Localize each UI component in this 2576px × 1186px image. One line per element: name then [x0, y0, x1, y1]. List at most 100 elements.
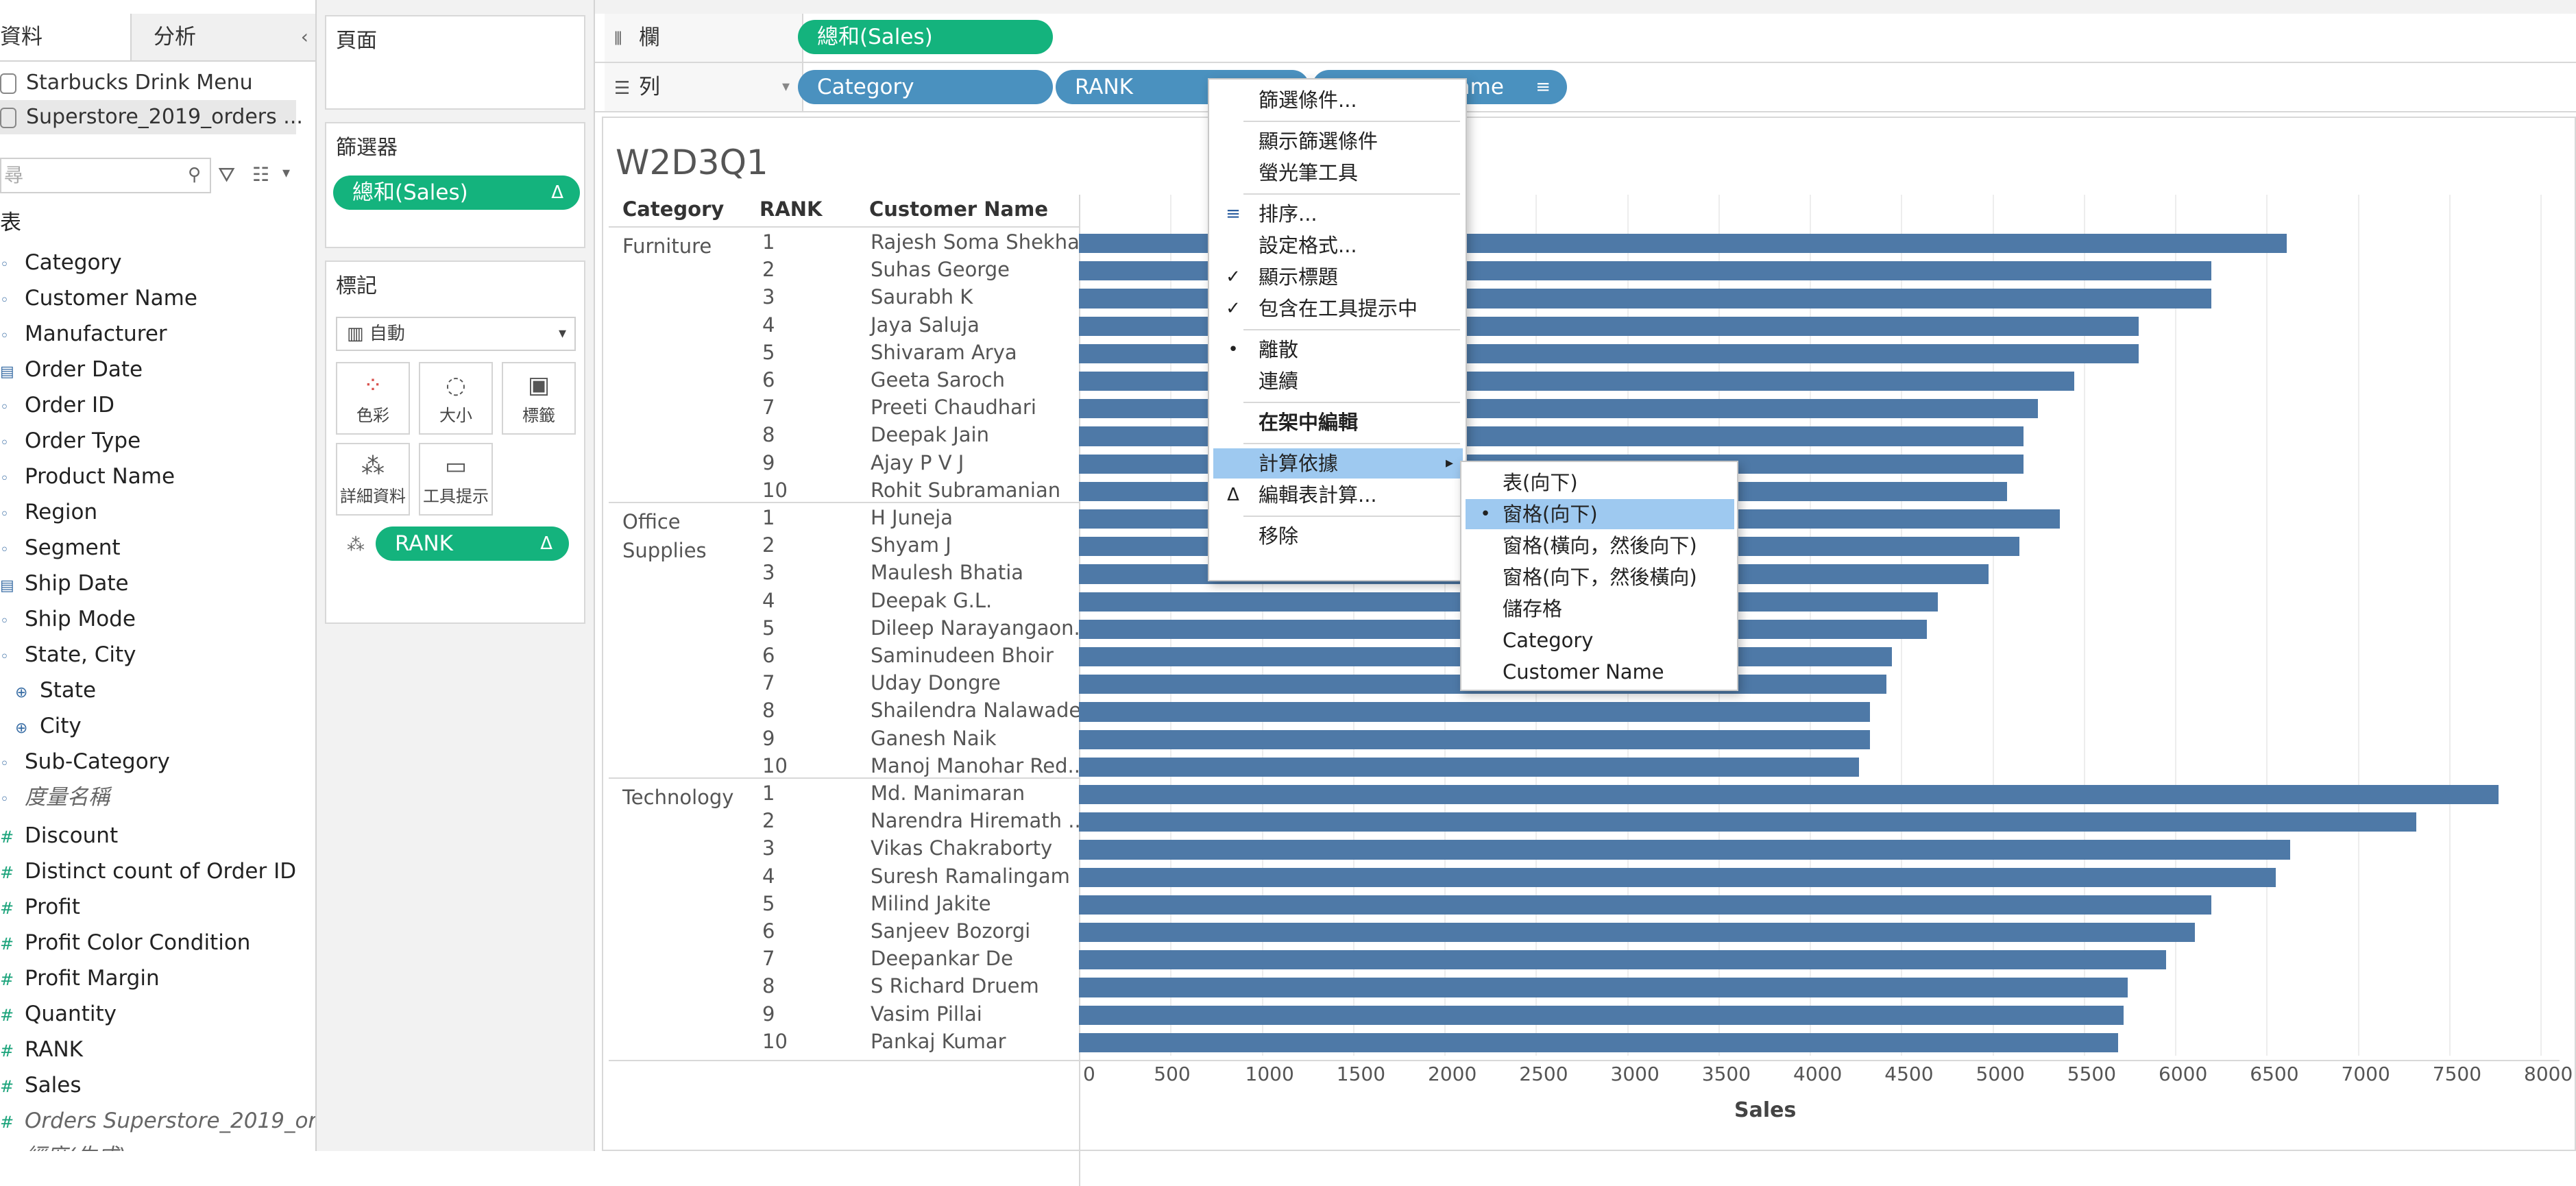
field-geo[interactable]: ⊕ City [15, 709, 82, 743]
customer-name-cell[interactable]: Jaya Saluja [871, 313, 980, 337]
field-measure-names[interactable]: ◦ 度量名稱 [0, 780, 110, 814]
size-button[interactable]: ◌ 大小 [419, 362, 493, 435]
field-measure[interactable]: # Profit Color Condition [0, 925, 250, 960]
sales-bar[interactable] [1079, 757, 1859, 777]
customer-name-cell[interactable]: Deepak Jain [871, 423, 989, 447]
menu-item[interactable]: 設定格式... [1213, 230, 1463, 261]
customer-name-cell[interactable]: Saminudeen Bhoir [871, 644, 1054, 667]
sales-bar[interactable] [1079, 1032, 2119, 1052]
header-category[interactable]: Category [622, 197, 725, 221]
field-dimension[interactable]: ▤ Ship Date [0, 566, 129, 601]
menu-item[interactable]: Δ 編輯表計算... [1213, 480, 1463, 510]
field-dimension[interactable]: ◦ Region [0, 495, 97, 529]
rank-cell[interactable]: 4 [762, 864, 775, 888]
customer-name-cell[interactable]: Narendra Hiremath .. [871, 809, 1081, 833]
customer-name-cell[interactable]: Deepak G.L. [871, 588, 993, 612]
customer-name-cell[interactable]: S Richard Druem [871, 974, 1039, 998]
customer-name-cell[interactable]: Sanjeev Bozorgi [871, 919, 1031, 943]
field-dimension[interactable]: ◦ Segment [0, 531, 121, 565]
rank-cell[interactable]: 9 [762, 1002, 775, 1026]
customer-name-cell[interactable]: Ajay P V J [871, 450, 964, 474]
menu-item[interactable]: Customer Name [1466, 657, 1734, 687]
field-measure[interactable]: # Profit Margin [0, 961, 160, 995]
header-customer-name[interactable]: Customer Name [869, 197, 1048, 221]
field-measure[interactable]: # Profit [0, 890, 80, 924]
rank-cell[interactable]: 6 [762, 919, 775, 943]
customer-name-cell[interactable]: Md. Manimaran [871, 782, 1025, 805]
color-button[interactable]: ⁘ 色彩 [336, 362, 410, 435]
view-list-icon[interactable]: ☷ [252, 163, 270, 186]
sales-bar[interactable] [1079, 729, 1870, 749]
rank-cell[interactable]: 3 [762, 836, 775, 860]
rank-cell[interactable]: 10 [762, 753, 788, 777]
search-icon[interactable]: ⚲ [188, 165, 202, 185]
detail-button[interactable]: ⁂ 詳細資料 [336, 443, 410, 516]
rank-cell[interactable]: 1 [762, 782, 775, 805]
header-rank[interactable]: RANK [760, 197, 823, 221]
customer-name-cell[interactable]: Shailendra Nalawade [871, 699, 1082, 723]
data-source-starbucks[interactable]: Starbucks Drink Menu [0, 66, 253, 100]
field-measure[interactable]: # Distinct count of Order ID [0, 854, 296, 888]
menu-item[interactable]: 表(向下) [1466, 468, 1734, 498]
sales-bar[interactable] [1079, 1005, 2124, 1025]
field-dimension[interactable]: ◦ Manufacturer [0, 317, 167, 351]
tab-data[interactable]: 資料 [0, 14, 132, 60]
rank-cell[interactable]: 7 [762, 396, 775, 420]
sales-bar[interactable] [1079, 923, 2196, 943]
customer-name-cell[interactable]: Ganesh Naik [871, 726, 997, 750]
customer-name-cell[interactable]: Suresh Ramalingam [871, 864, 1070, 888]
rank-cell[interactable]: 10 [762, 478, 788, 502]
mark-type-dropdown[interactable]: ▥ 自動 ▾ [336, 317, 576, 351]
menu-item[interactable]: 移除 [1213, 521, 1463, 551]
sales-bar[interactable] [1079, 978, 2128, 997]
rank-cell[interactable]: 4 [762, 313, 775, 337]
category-header[interactable]: Furniture [622, 234, 712, 258]
rank-cell[interactable]: 4 [762, 588, 775, 612]
rows-pill-category[interactable]: Category [798, 70, 1053, 104]
menu-item[interactable]: ≡ 排序... [1213, 199, 1463, 229]
tooltip-button[interactable]: ▭ 工具提示 [419, 443, 493, 516]
sales-bar[interactable] [1079, 950, 2166, 970]
category-header[interactable]: Technology [622, 786, 734, 809]
field-generated[interactable]: ⊕經度(生成) [0, 1139, 126, 1151]
customer-name-cell[interactable]: Shyam J [871, 533, 951, 557]
rank-cell[interactable]: 9 [762, 450, 775, 474]
menu-item[interactable]: Category [1466, 625, 1734, 655]
rank-cell[interactable]: 3 [762, 561, 775, 585]
customer-name-cell[interactable]: Rohit Subramanian [871, 478, 1061, 502]
customer-name-cell[interactable]: Suhas George [871, 258, 1010, 282]
menu-item[interactable]: ✓ 顯示標題 [1213, 262, 1463, 292]
chevron-down-icon[interactable]: ▾ [282, 165, 291, 182]
customer-name-cell[interactable]: Rajesh Soma Shekhar [871, 230, 1088, 254]
customer-name-cell[interactable]: Saurabh K [871, 285, 973, 309]
sales-bar[interactable] [1079, 812, 2416, 832]
customer-name-cell[interactable]: Maulesh Bhatia [871, 561, 1024, 585]
field-dimension[interactable]: ◦ State, City [0, 638, 136, 672]
menu-item[interactable]: 篩選條件... [1213, 85, 1463, 115]
filter-pill-sales[interactable]: 總和(Sales) Δ [333, 176, 580, 210]
sales-bar[interactable] [1079, 785, 2499, 805]
rank-cell[interactable]: 3 [762, 285, 775, 309]
columns-shelf[interactable]: ⦀ 欄 總和(Sales) [595, 14, 2576, 63]
customer-name-cell[interactable]: Milind Jakite [871, 891, 991, 915]
field-measure[interactable]: # Sales [0, 1068, 82, 1102]
sales-bar[interactable] [1079, 702, 1870, 722]
detail-pill-rank[interactable]: RANK Δ [376, 527, 569, 561]
field-dimension[interactable]: ◦ Ship Mode [0, 602, 136, 636]
customer-name-cell[interactable]: Shivaram Arya [871, 340, 1017, 364]
rank-cell[interactable]: 2 [762, 809, 775, 833]
field-geo[interactable]: ⊕ State [15, 673, 96, 707]
rows-shelf[interactable]: ☰列 ▾ Category RANK Customer Name ≡ [595, 63, 2576, 112]
sales-bar[interactable] [1079, 895, 2212, 915]
field-measure[interactable]: # Discount [0, 819, 118, 853]
field-dimension[interactable]: ◦ Product Name [0, 459, 175, 494]
field-count[interactable]: # Orders Superstore_2019_ord... [0, 1104, 315, 1138]
sheet-title[interactable]: W2D3Q1 [616, 143, 768, 182]
rank-cell[interactable]: 8 [762, 974, 775, 998]
menu-item[interactable]: 顯示篩選條件 [1213, 126, 1463, 156]
customer-name-cell[interactable]: Deepankar De [871, 947, 1013, 971]
sales-bar[interactable] [1079, 867, 2276, 887]
customer-name-cell[interactable]: H Juneja [871, 506, 953, 529]
field-dimension[interactable]: ◦ Order Type [0, 424, 141, 458]
chevron-left-icon[interactable]: ‹ [300, 25, 308, 48]
